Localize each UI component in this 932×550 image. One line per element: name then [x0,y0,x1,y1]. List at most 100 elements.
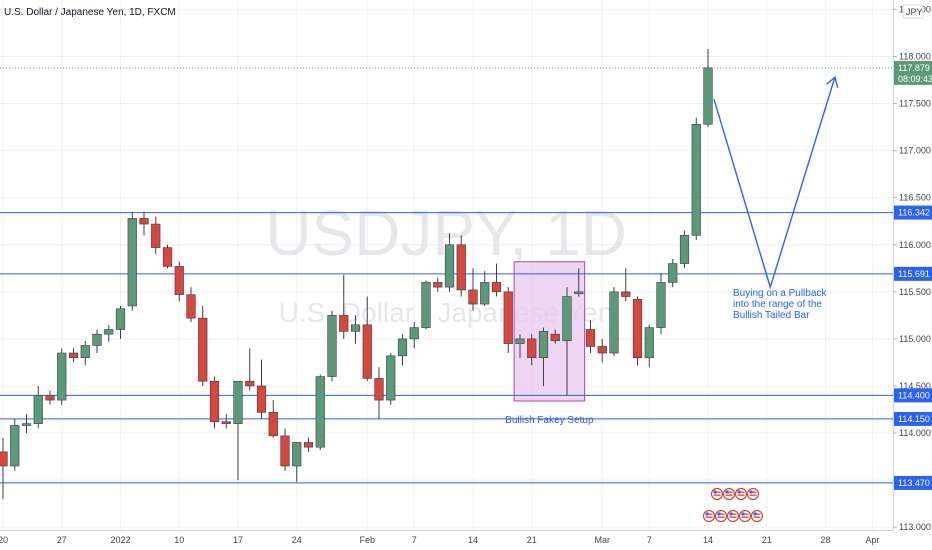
us-flag-event-icon[interactable] [702,509,716,523]
candle[interactable] [668,258,678,288]
candle[interactable] [538,327,549,386]
us-flag-event-icon[interactable] [750,509,764,523]
candle[interactable] [362,296,372,382]
time-axis[interactable]: 20 27 2022 10 17 24 Feb 7 14 21 Mar 7 14 21 28 Apr [0,535,880,545]
us-flag-event-icon[interactable] [714,509,728,523]
candle[interactable] [45,390,55,405]
fakey-highlight-box[interactable] [513,261,586,402]
us-flag-event-icon[interactable] [726,509,740,523]
candle[interactable] [104,324,114,342]
candle-body-down [45,395,55,401]
candle[interactable] [186,287,196,322]
candle-body-up [115,308,126,330]
candle-body-up [656,282,666,328]
candle[interactable] [57,348,67,405]
candle-body-up [33,395,43,424]
us-flag-event-icon[interactable] [710,487,724,501]
candle[interactable] [198,305,208,386]
us-flag-event-icon[interactable] [746,487,760,501]
candle[interactable] [327,310,337,382]
candle-body-down [339,315,349,332]
projection-arrowhead [826,75,839,88]
candle[interactable] [562,287,572,396]
candle[interactable] [468,268,478,311]
candle[interactable] [92,329,102,354]
candle[interactable] [644,324,654,368]
candle[interactable] [480,271,490,306]
us-flag-event-icon[interactable] [722,487,736,501]
candle[interactable] [574,268,584,297]
candle-body-up [421,282,431,328]
candle[interactable] [80,340,90,366]
candle[interactable] [456,235,466,297]
grid [0,0,893,530]
candle-body-up [350,324,361,332]
candle-body-down [468,289,478,305]
candle-body-down [68,352,79,359]
candle[interactable] [679,230,690,269]
candle[interactable] [139,211,149,236]
candle[interactable] [691,117,701,241]
x-tick-label: 27 [57,535,67,545]
candle-body-down [621,291,631,297]
projection-path[interactable] [713,76,836,290]
candle[interactable] [209,376,220,429]
candle[interactable] [221,414,231,429]
candle[interactable] [386,353,396,405]
candle[interactable] [280,428,290,471]
candle[interactable] [515,334,525,358]
y-tick-label: 116.000 [899,240,931,250]
candle[interactable] [10,418,20,471]
candle-body-down [433,282,443,288]
candle-body-down [280,435,290,467]
candle[interactable] [292,442,302,482]
candle[interactable] [256,359,267,419]
us-flag-event-icon[interactable] [738,509,752,523]
candle[interactable] [527,334,537,366]
candle[interactable] [397,334,408,366]
candle-body-up [315,376,325,448]
pullback-note-line-3: Bullish Tailed Bar [733,310,810,321]
candle-body-down [503,291,513,344]
candle[interactable] [303,437,314,452]
candle[interactable] [115,305,126,339]
candle[interactable] [174,261,184,302]
candle[interactable] [550,329,560,344]
candle[interactable] [656,273,666,335]
candle[interactable] [632,296,643,366]
candle[interactable] [585,320,596,354]
candle[interactable] [444,233,455,292]
level-label: 116.342 [898,208,930,218]
candle[interactable] [433,277,443,292]
candle[interactable] [350,315,361,344]
candle[interactable] [68,348,79,363]
candle[interactable] [339,274,349,339]
level-label-bg [894,475,932,490]
candle[interactable] [374,367,384,419]
candle[interactable] [597,338,607,363]
candle[interactable] [621,268,631,302]
candle[interactable] [127,211,137,311]
candle[interactable] [162,244,173,269]
currency-badge[interactable]: JPY [902,4,924,19]
candle[interactable] [151,216,161,255]
candle[interactable] [409,321,419,349]
economic-events-icons[interactable] [702,487,764,523]
candle[interactable] [315,374,325,450]
candle[interactable] [609,287,619,356]
candle[interactable] [21,414,32,434]
pullback-note-line-1: Buying on a Pullback [733,288,827,299]
candle[interactable] [245,348,255,391]
candle[interactable] [421,280,431,330]
candle[interactable] [703,48,713,128]
x-tick-label: 7 [412,535,417,545]
candle[interactable] [0,437,8,499]
candle[interactable] [503,287,513,354]
candle[interactable] [491,263,502,297]
candle[interactable] [33,385,43,429]
candle-body-down [491,282,502,293]
us-flag-event-icon[interactable] [734,487,748,501]
candle[interactable] [233,380,243,481]
candle[interactable] [268,400,278,438]
